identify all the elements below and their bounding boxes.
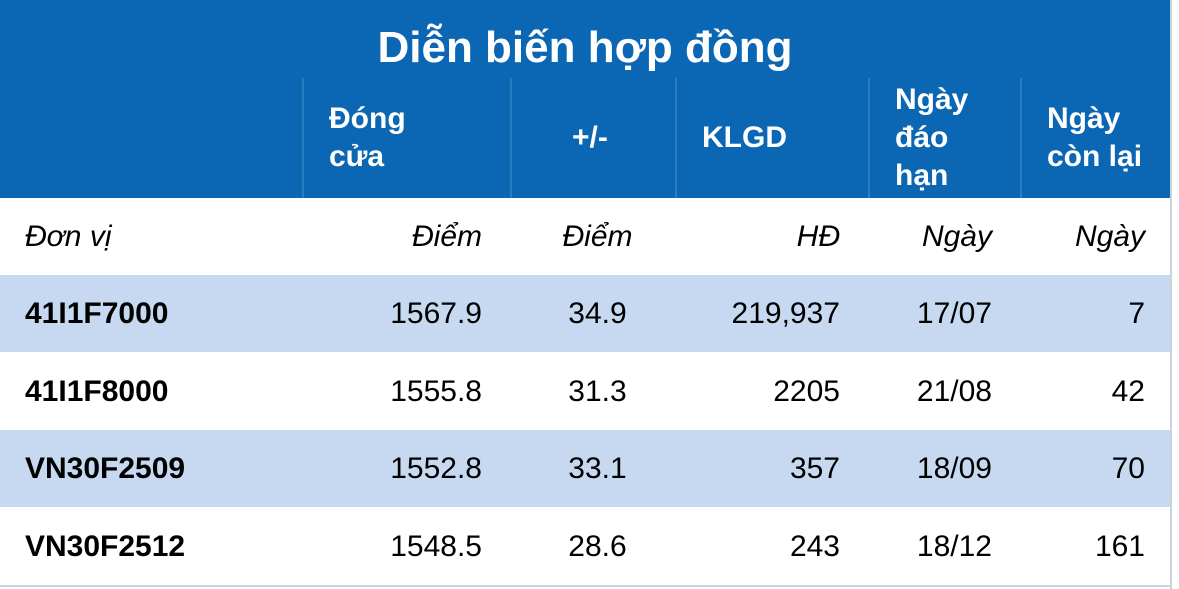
header-cell: KLGD xyxy=(675,78,868,198)
header-cell: +/- xyxy=(510,78,675,198)
header-cell: Đóng cửa xyxy=(302,78,510,198)
header-cell: Ngày đáo hạn xyxy=(868,78,1020,198)
cell: 21/08 xyxy=(916,374,992,408)
cell: 33.1 xyxy=(568,452,627,485)
cell: 41I1F7000 xyxy=(25,297,169,330)
cell: 161 xyxy=(1094,529,1145,563)
bottom-border xyxy=(0,585,1172,587)
header-text: KLGD xyxy=(702,121,787,154)
cell: 219,937 xyxy=(731,297,840,330)
cell: Điểm xyxy=(562,220,633,253)
cell: 357 xyxy=(789,452,840,485)
data-row: 41I1F7000 1567.9 34.9 219,937 17/07 7 xyxy=(0,275,1170,352)
cell: 42 xyxy=(1111,374,1145,408)
cell: 7 xyxy=(1128,297,1145,330)
cell: 41I1F8000 xyxy=(25,374,169,408)
table-title: Diễn biến hợp đồng xyxy=(0,0,1170,78)
cell: VN30F2512 xyxy=(25,529,186,563)
cell: HĐ xyxy=(796,220,840,253)
cell: 1548.5 xyxy=(390,529,482,563)
cell: Điểm xyxy=(411,220,482,253)
cell: 243 xyxy=(789,529,840,563)
cell: 34.9 xyxy=(568,297,627,330)
header-cell: Ngày còn lại xyxy=(1020,78,1170,198)
header-text: Đóng cửa xyxy=(329,102,406,173)
data-row: VN30F2512 1548.5 28.6 243 18/12 161 xyxy=(0,507,1170,585)
cell: Ngày xyxy=(1074,220,1145,253)
header-text: +/- xyxy=(572,121,608,154)
cell: 18/12 xyxy=(916,529,992,563)
cell: 2205 xyxy=(773,374,840,408)
units-row: Đơn vị Điểm Điểm HĐ Ngày Ngày xyxy=(0,198,1170,275)
right-border xyxy=(1170,0,1172,589)
cell: 1555.8 xyxy=(390,374,482,408)
cell: 70 xyxy=(1111,452,1145,485)
cell: 31.3 xyxy=(568,374,627,408)
header-text: Ngày đáo hạn xyxy=(895,83,969,192)
cell: 1567.9 xyxy=(390,297,482,330)
cell: Ngày xyxy=(921,220,992,253)
cell: 28.6 xyxy=(568,529,627,563)
cell: 18/09 xyxy=(916,452,992,485)
data-row: VN30F2509 1552.8 33.1 357 18/09 70 xyxy=(0,430,1170,507)
header-text: Ngày còn lại xyxy=(1047,102,1143,173)
header-cell xyxy=(0,78,302,198)
cell: Đơn vị xyxy=(25,220,112,253)
cell: 1552.8 xyxy=(390,452,482,485)
cell: VN30F2509 xyxy=(25,452,186,485)
cell: 17/07 xyxy=(916,297,992,330)
data-row: 41I1F8000 1555.8 31.3 2205 21/08 42 xyxy=(0,352,1170,430)
